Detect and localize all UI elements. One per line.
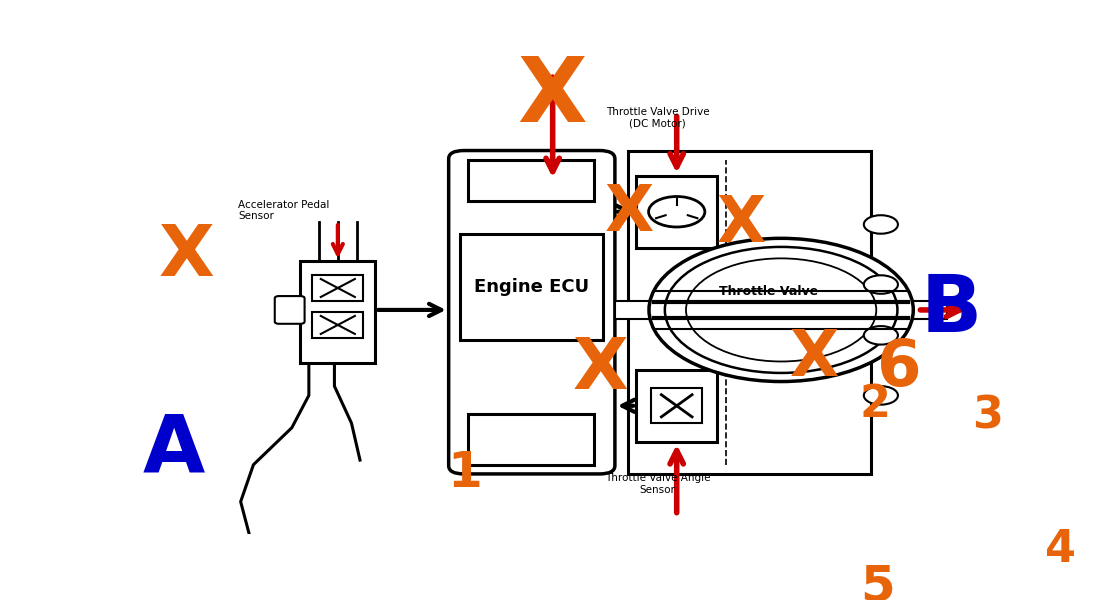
Text: X: X	[717, 193, 767, 256]
FancyBboxPatch shape	[449, 151, 615, 474]
Circle shape	[664, 247, 898, 373]
Bar	[469, 414, 594, 464]
Bar	[615, 301, 649, 319]
Bar	[312, 275, 363, 301]
Text: X: X	[572, 335, 628, 404]
Text: 3: 3	[972, 394, 1003, 437]
Text: 2: 2	[859, 383, 891, 425]
Text: X: X	[605, 182, 653, 244]
Text: B: B	[921, 271, 982, 349]
Bar	[300, 262, 375, 363]
Circle shape	[649, 238, 913, 382]
Bar	[469, 160, 594, 202]
Text: 6: 6	[877, 337, 922, 398]
Text: Accelerator Pedal
Sensor: Accelerator Pedal Sensor	[238, 200, 330, 221]
Text: X: X	[517, 53, 586, 142]
Bar	[636, 176, 717, 248]
Circle shape	[864, 275, 898, 294]
Bar	[460, 234, 603, 340]
FancyBboxPatch shape	[275, 296, 305, 324]
Bar	[628, 151, 870, 474]
Text: X: X	[158, 222, 214, 291]
Text: 5: 5	[860, 562, 895, 600]
Circle shape	[864, 326, 898, 344]
Text: 4: 4	[1045, 528, 1076, 571]
Text: Throttle Valve Angle
Sensor: Throttle Valve Angle Sensor	[605, 473, 711, 495]
Text: Engine ECU: Engine ECU	[474, 278, 588, 296]
Circle shape	[864, 215, 898, 234]
Bar	[312, 312, 363, 338]
Text: 1: 1	[447, 449, 482, 497]
Text: X: X	[790, 328, 839, 389]
Circle shape	[649, 197, 705, 227]
Circle shape	[864, 386, 898, 404]
Circle shape	[686, 259, 877, 361]
Bar	[913, 301, 947, 319]
Text: Throttle Valve: Throttle Valve	[718, 285, 818, 298]
Bar	[651, 388, 702, 424]
Bar	[636, 370, 717, 442]
Text: A: A	[142, 412, 205, 490]
Text: Throttle Valve Drive
(DC Motor): Throttle Valve Drive (DC Motor)	[606, 107, 710, 129]
